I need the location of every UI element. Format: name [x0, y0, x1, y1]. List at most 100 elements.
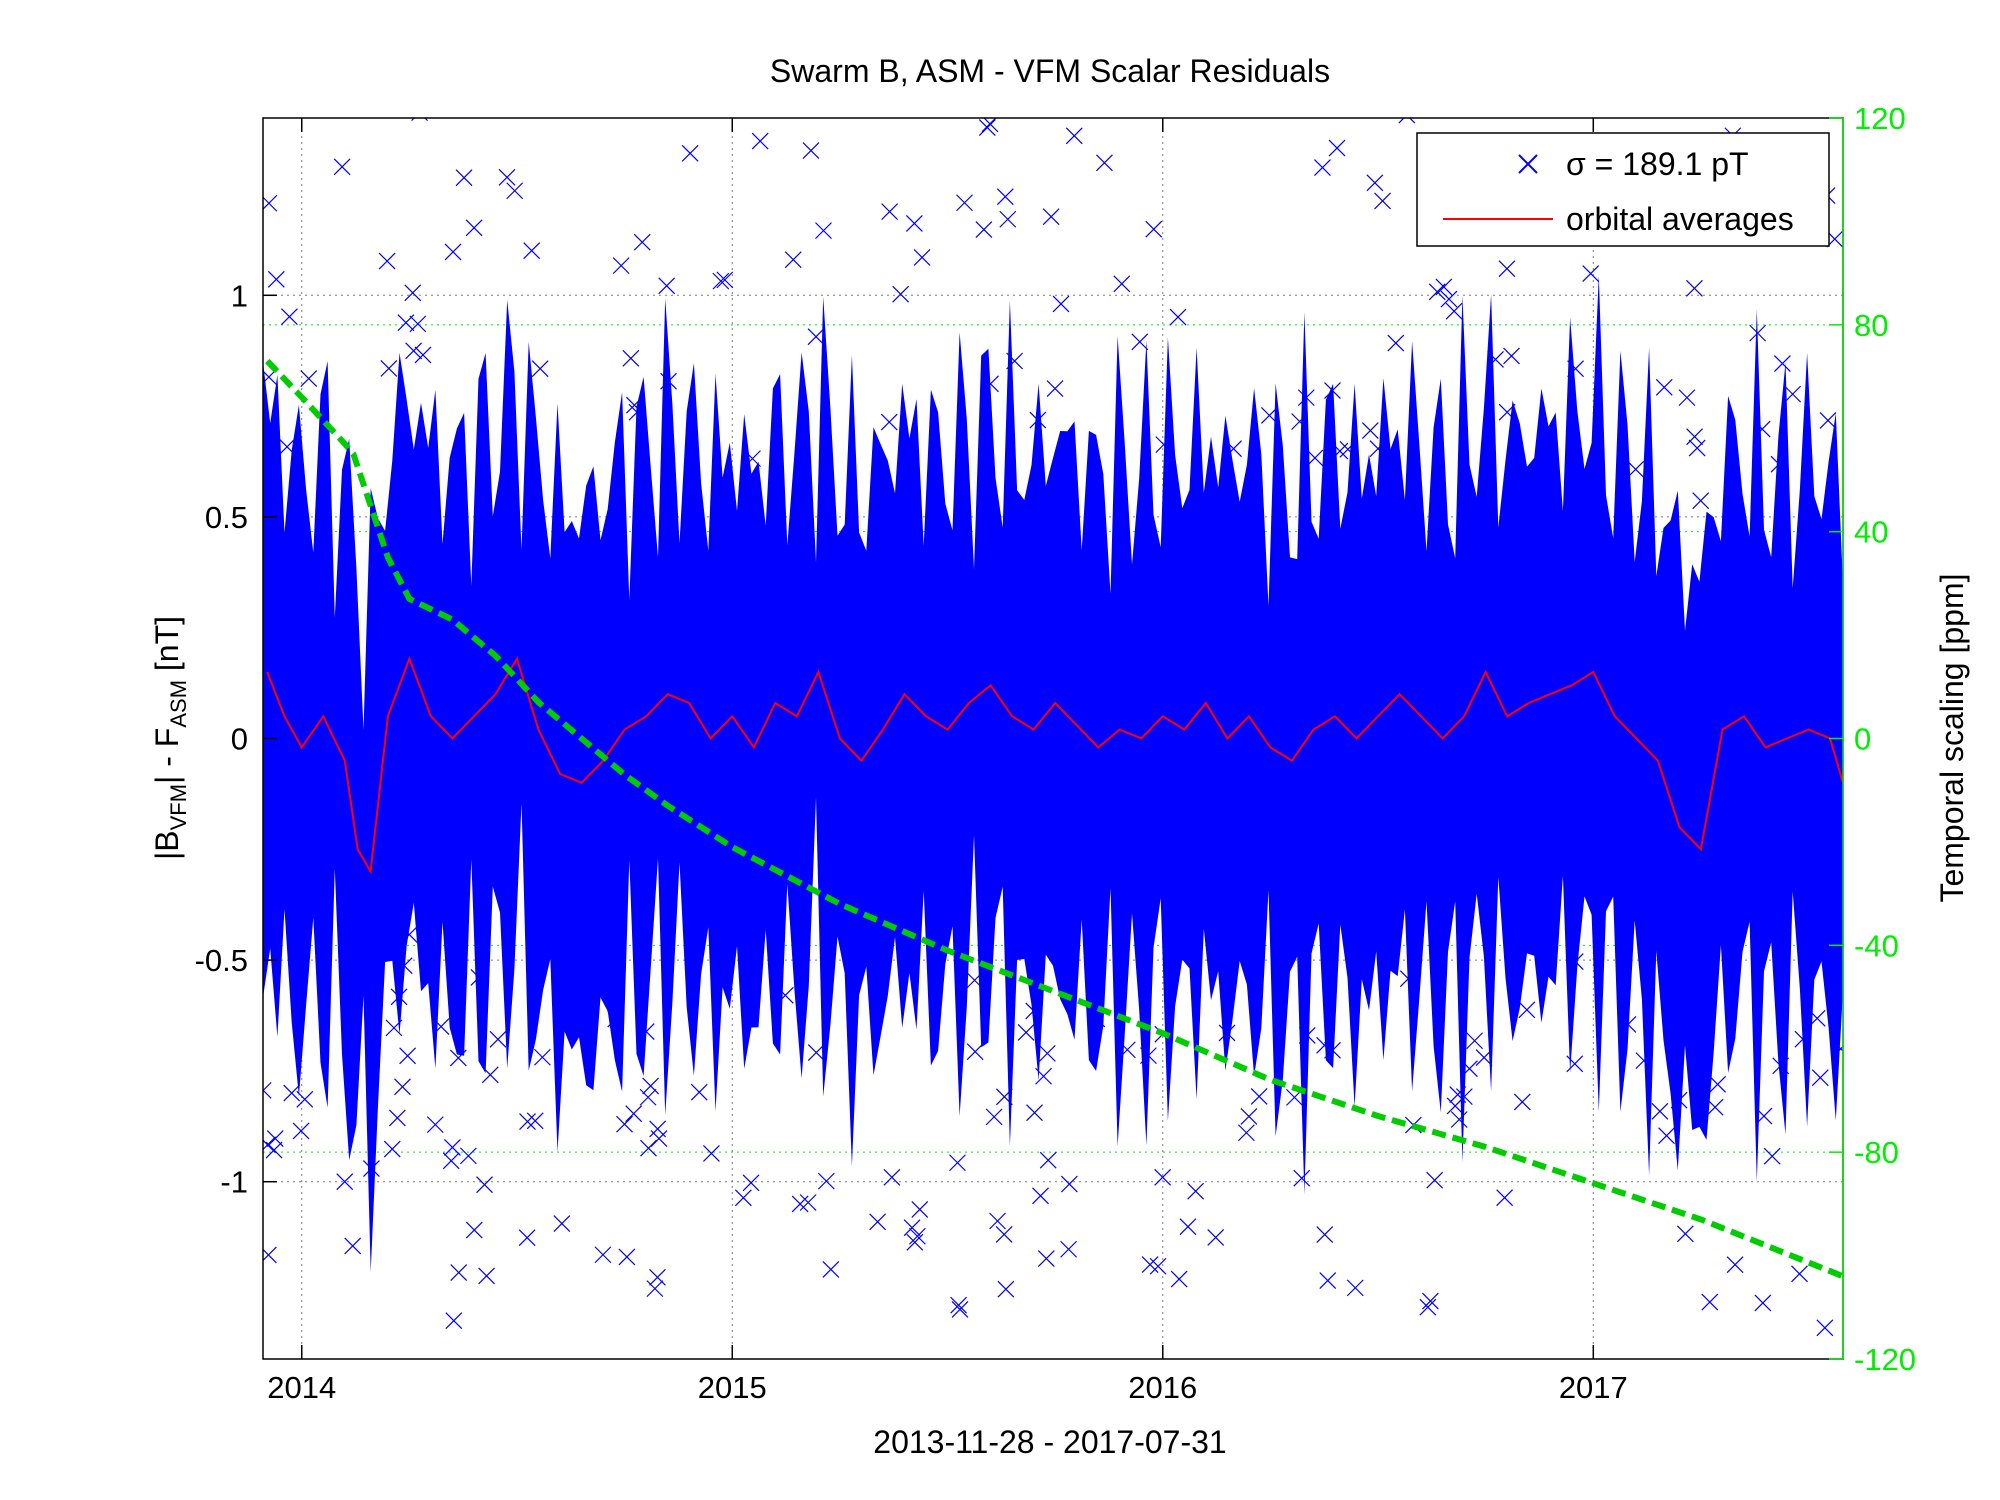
scatter-point	[300, 370, 318, 388]
scatter-point	[362, 1160, 380, 1177]
right-axis-label: Temporal scaling [ppm]	[1934, 573, 1970, 902]
scatter-point	[409, 315, 427, 333]
scatter-point	[1449, 1086, 1467, 1104]
scatter-point	[1060, 1240, 1078, 1258]
legend: σ = 189.1 pT orbital averages	[1416, 132, 1830, 247]
scatter-point	[660, 372, 677, 390]
scatter-point	[612, 257, 630, 275]
scatter-point	[1706, 1098, 1724, 1116]
scatter-point	[625, 396, 643, 414]
scatter-point	[802, 142, 820, 159]
scatter-point	[390, 988, 408, 1006]
scatter-point	[913, 248, 931, 266]
scatter-point	[1651, 1102, 1669, 1120]
scatter-point	[791, 1195, 809, 1213]
scatter-point	[712, 272, 730, 290]
scatter-point	[1291, 413, 1309, 430]
y-tick-label: -0.5	[195, 943, 248, 978]
scatter-point	[1749, 324, 1767, 342]
scatter-point	[999, 210, 1017, 228]
y2-tick-label: -120	[1854, 1342, 1916, 1377]
scatter-point	[1035, 1067, 1052, 1085]
scatter-point	[1816, 1319, 1834, 1337]
scatter-point	[1688, 439, 1706, 457]
scatter-point	[616, 1115, 633, 1133]
scatter-point	[956, 194, 973, 212]
scatter-point	[1096, 154, 1113, 172]
scatter-point	[1314, 159, 1331, 176]
x-tick-label: 2015	[698, 1370, 767, 1405]
scatter-point	[594, 1246, 612, 1264]
scatter-point	[1006, 352, 1024, 370]
scatter-point	[906, 1233, 924, 1251]
scatter-point	[459, 1147, 477, 1165]
scatter-point	[267, 270, 285, 288]
scatter-point	[395, 957, 413, 975]
scatter-point	[1316, 1036, 1333, 1054]
scatter-point	[1297, 389, 1315, 407]
scatter-point	[1811, 1069, 1829, 1087]
scatter-point	[1306, 449, 1324, 467]
scatter-point	[414, 346, 432, 364]
scatter-point	[394, 1078, 411, 1096]
scatter-point	[905, 214, 923, 232]
scatter-point	[978, 119, 996, 137]
scatter-point	[383, 1140, 401, 1158]
scatter-point	[997, 1280, 1015, 1298]
scatter-point	[1131, 333, 1149, 351]
scatter-point	[966, 971, 984, 989]
scatter-point	[283, 1084, 301, 1102]
scatter-point	[1032, 1187, 1049, 1205]
scatter-point	[1763, 1147, 1781, 1165]
y-label-post: [nT]	[149, 616, 185, 680]
scatter-point	[1398, 118, 1416, 124]
scatter-point	[950, 1296, 968, 1314]
scatter-point	[1670, 1091, 1688, 1109]
scatter-point	[1293, 1169, 1311, 1187]
scatter-point	[949, 1154, 966, 1172]
x-axis-label: 2013-11-28 - 2017-07-31	[873, 1424, 1226, 1460]
scatter-point	[690, 1083, 708, 1101]
scatter-point	[703, 1145, 720, 1162]
y-label-mid: | - F	[149, 728, 185, 784]
scatter-point	[1179, 1218, 1197, 1236]
scatter-point	[1755, 1107, 1773, 1125]
temporal-scaling-line	[265, 358, 1843, 1280]
scatter-point	[1566, 1055, 1584, 1073]
scatter-point	[883, 1168, 901, 1186]
x-tick-label: 2017	[1559, 1370, 1628, 1405]
scatter-point	[1619, 1016, 1637, 1033]
scatter-point	[1260, 407, 1278, 424]
scatter-point	[1218, 1024, 1236, 1042]
scatter-point	[995, 1088, 1013, 1106]
scatter-point	[1770, 455, 1788, 473]
scatter-point	[639, 1088, 657, 1106]
scatter-point	[1726, 1256, 1744, 1274]
scatter-point	[1440, 290, 1458, 308]
scatter-point	[388, 1109, 406, 1127]
scatter-point	[531, 360, 549, 378]
scatter-point	[1819, 412, 1837, 429]
scatter-point	[333, 158, 351, 176]
scatter-point	[1149, 1257, 1167, 1275]
scatter-point	[966, 1043, 984, 1061]
scatter-point	[1446, 1097, 1464, 1115]
scatter-point	[442, 1152, 460, 1170]
scatter-point	[1187, 1182, 1205, 1200]
scatter-point	[807, 328, 825, 346]
scatter-point	[1655, 378, 1673, 396]
scatter-point	[1461, 1060, 1478, 1078]
scatter-point	[1676, 1225, 1694, 1243]
scatter-point	[1324, 1041, 1341, 1059]
scatter-point	[995, 1226, 1013, 1243]
scatter-point	[336, 1173, 354, 1191]
scatter-point	[518, 1229, 536, 1247]
scatter-point	[1566, 953, 1584, 970]
scatter-point	[1692, 492, 1710, 510]
scatter-point	[1319, 1272, 1337, 1289]
scatter-point	[776, 986, 794, 1004]
scatter-point	[1635, 1052, 1653, 1070]
scatter-point	[1773, 355, 1791, 372]
scatter-point	[1582, 265, 1600, 282]
scatter-point	[1374, 192, 1391, 210]
